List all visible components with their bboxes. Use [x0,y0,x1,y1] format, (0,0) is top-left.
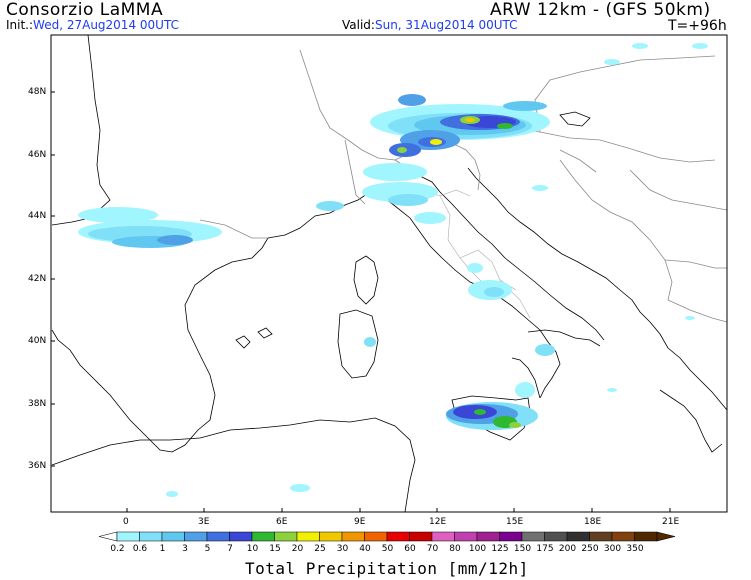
lat-label-42n: 42N [28,274,47,284]
colorbar-level-label: 60 [404,544,416,554]
map-content [51,35,727,512]
lon-label-9e: 9E [354,517,366,527]
colorbar-swatch [116,531,140,542]
colorbar-swatch [386,531,410,542]
colorbar-level-label: 20 [292,544,304,554]
lat-label-46n: 46N [28,150,47,160]
colorbar-level-label: 175 [536,544,553,554]
colorbar-swatch [251,531,275,542]
lat-label-36n: 36N [28,461,47,471]
colorbar-swatch [454,531,478,542]
colorbar-swatch [139,531,163,542]
colorbar-level-label: 15 [269,544,280,554]
colorbar-level-label: 10 [247,544,259,554]
colorbar-swatch [274,531,298,542]
app-title: Consorzio LaMMA [6,0,164,20]
map-frame [50,34,728,513]
colorbar-swatch [499,531,523,542]
lon-label-12e: 12E [429,517,447,527]
colorbar-level-label: 0.2 [110,544,124,554]
colorbar-swatch [589,531,613,542]
colorbar-level-label: 0.6 [133,544,148,554]
colorbar-arrow-low [98,531,118,542]
lat-label-40n: 40N [28,336,47,346]
colorbar-level-label: 40 [359,544,371,554]
colorbar-swatch [296,531,320,542]
forecast-step: T=+96h [668,18,727,34]
colorbar-level-label: 1 [160,544,166,554]
colorbar-level-label: 50 [382,544,394,554]
lon-label-6e: 6E [276,517,288,527]
colorbar-level-label: 80 [449,544,461,554]
lon-label-3e: 3E [198,517,210,527]
colorbar-swatch [206,531,230,542]
colorbar-level-label: 300 [604,544,621,554]
colorbar-level-label: 350 [626,544,643,554]
colorbar-arrow-high [656,531,676,542]
colorbar-swatch [409,531,433,542]
colorbar-swatches [98,531,676,542]
lat-label-48n: 48N [28,87,47,97]
lon-label-15e: 15E [506,517,524,527]
colorbar-swatch [611,531,635,542]
lon-label-21e: 21E [662,517,680,527]
colorbar-swatch [566,531,590,542]
colorbar-level-label: 5 [205,544,211,554]
model-label: ARW 12km - (GFS 50km) [490,0,711,20]
colorbar-swatch [476,531,500,542]
colorbar-level-label: 200 [559,544,576,554]
colorbar-swatch [319,531,343,542]
colorbar-level-label: 3 [182,544,188,554]
axis-ticks [51,91,671,512]
precip-fields [78,43,708,497]
colorbar-level-label: 30 [337,544,349,554]
lat-label-44n: 44N [28,211,47,221]
colorbar-swatch [364,531,388,542]
colorbar-swatch [634,531,658,542]
valid-value: Sun, 31Aug2014 00UTC [374,18,518,32]
colorbar-level-label: 100 [469,544,486,554]
colorbar-level-label: 125 [491,544,508,554]
lat-label-38n: 38N [28,399,47,409]
init-time: Init.:Wed, 27Aug2014 00UTC [6,18,179,32]
colorbar-level-label: 7 [227,544,233,554]
lon-label-18e: 18E [584,517,602,527]
colorbar-level-label: 150 [514,544,531,554]
valid-label: Valid: [342,18,375,32]
init-label: Init.: [6,18,34,32]
colorbar-level-label: 25 [314,544,325,554]
colorbar-level-label: 250 [581,544,598,554]
colorbar-swatch [431,531,455,542]
colorbar-swatch [161,531,185,542]
colorbar-swatch [341,531,365,542]
colorbar-swatch [544,531,568,542]
valid-time: Valid:Sun, 31Aug2014 00UTC [342,18,518,32]
colorbar-swatch [521,531,545,542]
colorbar-level-label: 70 [427,544,439,554]
init-value: Wed, 27Aug2014 00UTC [33,18,179,32]
colorbar-swatch [229,531,253,542]
lon-label-0: 0 [123,517,129,527]
colorbar-units: Total Precipitation [mm/12h] [245,559,529,578]
colorbar-swatch [184,531,208,542]
colorbar-labels: 0.2 0.6 1 3 5 7 10 15 20 25 30 40 50 60 70 80 100 125 150 1… [110,544,644,554]
